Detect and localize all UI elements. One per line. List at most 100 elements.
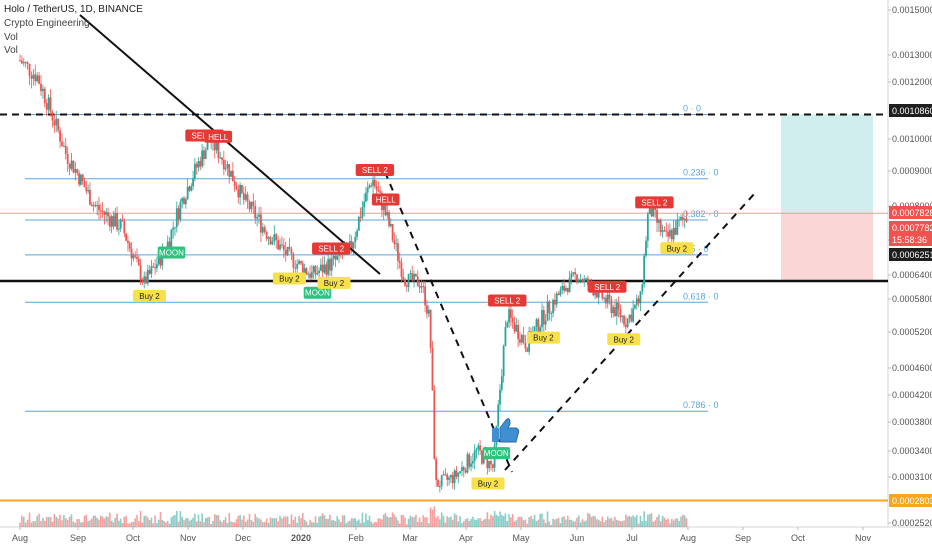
volume-bar xyxy=(338,519,340,527)
volume-bar xyxy=(510,517,512,527)
candle-body xyxy=(336,255,339,260)
candle-body xyxy=(327,259,330,275)
volume-bar xyxy=(546,511,549,527)
volume-bar xyxy=(667,518,669,527)
candle-body xyxy=(159,253,162,266)
volume-label[interactable]: Vol xyxy=(4,32,18,43)
volume-bar xyxy=(435,517,437,527)
candle-body xyxy=(292,253,295,268)
volume-bar xyxy=(374,521,376,527)
candle-body xyxy=(681,216,684,220)
volume-bar xyxy=(256,517,258,527)
volume-bar xyxy=(262,522,264,527)
candle-body xyxy=(136,256,138,259)
candle-body xyxy=(192,178,194,187)
candle-body xyxy=(233,181,236,187)
price-axis-panel xyxy=(888,0,932,550)
candle-body xyxy=(199,161,202,167)
candle-body xyxy=(74,169,77,173)
volume-bar xyxy=(132,521,135,527)
candle-body xyxy=(610,298,613,314)
volume-bar xyxy=(603,522,605,527)
candle-body xyxy=(471,461,474,464)
volume-bar xyxy=(98,519,100,527)
volume-bar xyxy=(128,523,131,527)
volume-bar xyxy=(451,519,454,527)
volume-bar xyxy=(605,520,607,527)
candle-body xyxy=(563,285,566,291)
volume-bar xyxy=(230,521,232,527)
volume-bar xyxy=(391,512,394,527)
volume-bar xyxy=(422,515,425,527)
volume-bar xyxy=(44,520,46,527)
volume-bar xyxy=(395,517,397,527)
volume-bar xyxy=(53,514,56,527)
candle-body xyxy=(397,243,399,261)
candle-body xyxy=(92,205,95,207)
volume-label-2[interactable]: Vol xyxy=(4,45,18,56)
candle-body xyxy=(683,218,686,220)
volume-bar xyxy=(221,522,223,527)
candle-body xyxy=(103,211,106,215)
volume-bar xyxy=(457,521,460,527)
volume-bar xyxy=(49,516,52,527)
candle-body xyxy=(674,227,677,235)
candle-body xyxy=(370,185,373,187)
volume-bar xyxy=(244,521,247,527)
volume-bar xyxy=(325,518,328,527)
volume-bar xyxy=(427,523,430,527)
volume-bar xyxy=(318,516,320,527)
signal-label: Buy 2 xyxy=(478,480,499,489)
volume-bar xyxy=(47,516,50,527)
volume-bar xyxy=(461,523,463,527)
candle-body xyxy=(28,64,31,76)
candle-body xyxy=(38,75,40,84)
volume-bar xyxy=(143,515,146,527)
candle-body xyxy=(433,390,436,459)
volume-bar xyxy=(172,515,174,527)
volume-bar xyxy=(608,518,611,527)
candle-body xyxy=(263,227,266,233)
volume-bar xyxy=(201,513,203,527)
volume-bar xyxy=(473,519,476,527)
candle-body xyxy=(641,284,644,292)
volume-bar xyxy=(377,518,380,527)
volume-bar xyxy=(528,517,530,527)
thumb-cuff xyxy=(492,428,499,442)
volume-bar xyxy=(597,519,600,527)
volume-bar xyxy=(683,515,686,527)
candle-body xyxy=(561,285,564,290)
candle-body xyxy=(318,270,320,274)
candle-body xyxy=(51,112,54,121)
candle-body xyxy=(511,317,514,323)
volume-group xyxy=(19,506,688,527)
volume-bar xyxy=(118,520,120,527)
candle-body xyxy=(260,214,262,233)
volume-bar xyxy=(127,523,129,527)
candle-body xyxy=(409,273,412,275)
candle-body xyxy=(481,450,483,464)
volume-bar xyxy=(641,521,644,527)
x-tick-label: Oct xyxy=(126,533,141,543)
volume-bar xyxy=(504,513,507,527)
candle-body xyxy=(459,471,462,473)
candle-body xyxy=(612,307,615,314)
volume-bar xyxy=(269,517,272,527)
candle-body xyxy=(669,230,671,237)
volume-bar xyxy=(136,514,138,527)
candle-body xyxy=(359,216,362,218)
candle-body xyxy=(579,279,582,281)
volume-bar xyxy=(312,522,315,527)
candle-body xyxy=(155,264,158,269)
indicator-label[interactable]: Crypto Engineering xyxy=(4,18,90,29)
volume-bar xyxy=(188,520,191,527)
volume-bar xyxy=(552,518,554,527)
candle-body xyxy=(235,186,238,190)
signal-label-bg xyxy=(660,242,694,255)
volume-bar xyxy=(250,519,253,527)
candle-body xyxy=(117,228,120,230)
volume-bar xyxy=(429,507,432,527)
candle-body xyxy=(330,258,333,271)
candle-body xyxy=(239,184,242,198)
